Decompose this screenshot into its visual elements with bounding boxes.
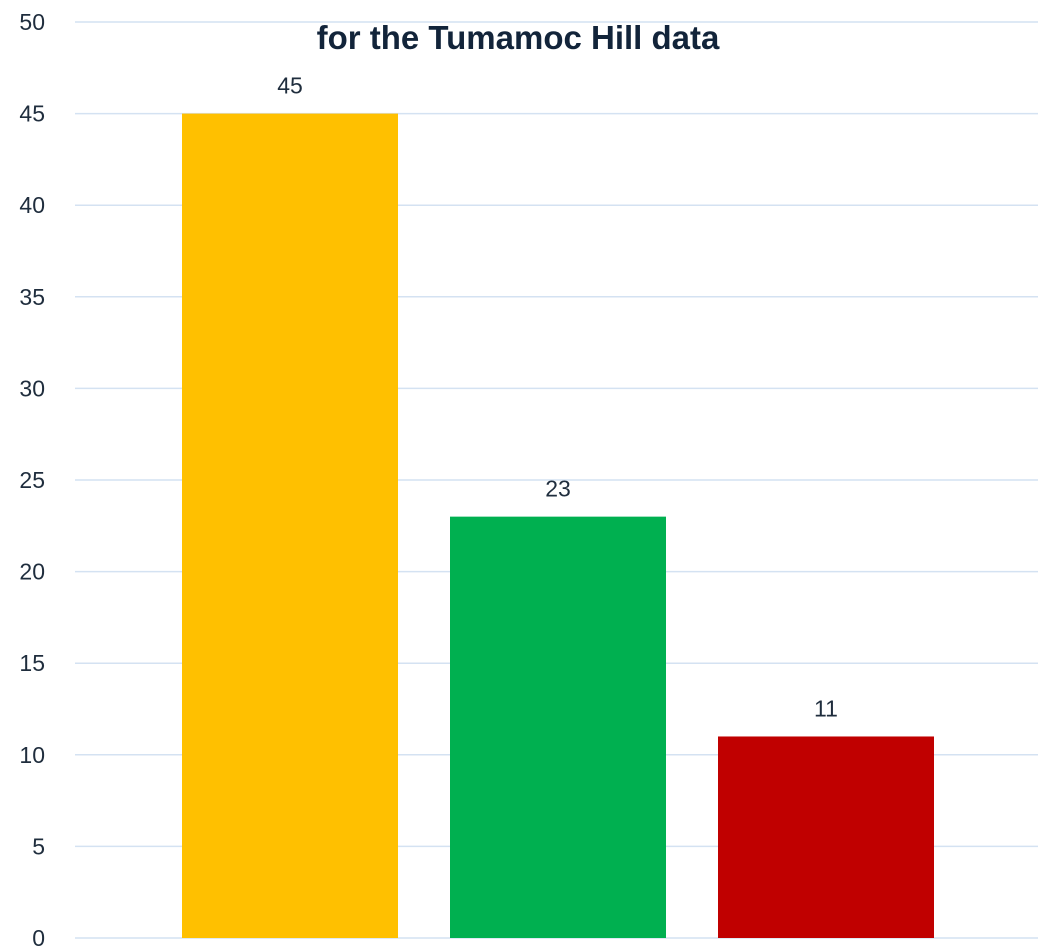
y-tick-label: 0 (32, 925, 45, 951)
y-tick-label: 50 (19, 9, 45, 35)
y-tick-label: 15 (19, 650, 45, 676)
data-label-2: 23 (545, 476, 571, 502)
chart-title-line-2: for the Tumamoc Hill data (317, 19, 720, 56)
y-tick-label: 35 (19, 284, 45, 310)
data-labels: 45 23 11 (277, 73, 838, 722)
y-tick-label: 10 (19, 742, 45, 768)
y-tick-label: 5 (32, 833, 45, 859)
y-tick-label: 40 (19, 192, 45, 218)
y-tick-label: 25 (19, 467, 45, 493)
y-axis-tick-labels: 0 5 10 15 20 25 30 35 40 45 50 (19, 9, 45, 951)
data-label-1: 45 (277, 73, 303, 99)
bars (182, 113, 934, 939)
data-label-3: 11 (814, 695, 838, 721)
y-tick-label: 45 (19, 101, 45, 127)
y-tick-label: 30 (19, 375, 45, 401)
bar-3 (718, 736, 934, 938)
chart-title: for the Tumamoc Hill data (317, 19, 720, 56)
y-tick-label: 20 (19, 559, 45, 585)
bar-1 (182, 113, 398, 939)
bar-2 (450, 516, 666, 938)
